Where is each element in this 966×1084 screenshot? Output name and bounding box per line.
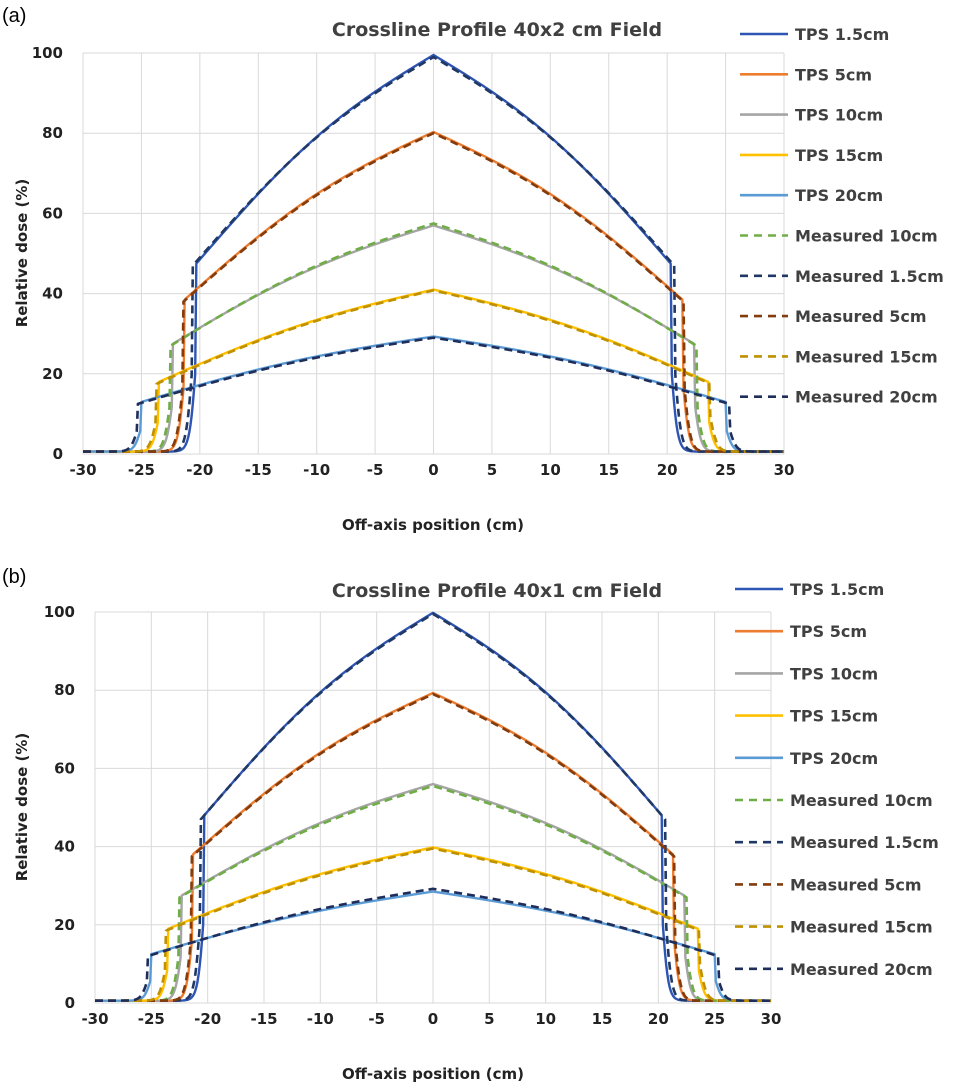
legend-label: TPS 15cm (790, 707, 878, 726)
x-tick-label: 15 (598, 461, 619, 479)
series-lines-a (82, 53, 785, 453)
x-tick-label: -10 (307, 1010, 334, 1028)
x-tick-label: 0 (428, 1010, 438, 1028)
y-tick-label: 80 (54, 681, 75, 699)
panel-label-b: (b) (2, 566, 26, 588)
series-lines-b (94, 611, 772, 1002)
chart-title-a: Crossline Profile 40x2 cm Field (332, 19, 662, 41)
x-tick-label: 0 (428, 461, 438, 479)
x-tick-label: 30 (761, 1010, 782, 1028)
x-tick-label: 20 (657, 461, 678, 479)
y-axis-label-a: Relative dose (%) (13, 179, 31, 328)
y-tick-label: 20 (42, 365, 63, 383)
y-tick-label: 40 (42, 285, 63, 303)
x-tick-label: -5 (368, 1010, 385, 1028)
panel-label-a: (a) (2, 5, 26, 27)
x-tick-label: -15 (245, 461, 272, 479)
legend-label: Measured 1.5cm (795, 267, 944, 286)
y-tick-label: 0 (65, 994, 75, 1012)
x-tick-label: -20 (194, 1010, 221, 1028)
legend-label: TPS 10cm (790, 664, 878, 683)
legend-b: TPS 1.5cm TPS 5cm TPS 10cm TPS 15cm TPS 20cm… (735, 580, 939, 979)
y-tick-label: 100 (44, 603, 75, 621)
legend-label: Measured 1.5cm (790, 833, 939, 852)
x-tick-label: -5 (367, 461, 384, 479)
y-tick-label: 0 (53, 445, 63, 463)
x-tick-label: 30 (774, 461, 795, 479)
y-tick-label: 100 (32, 44, 63, 62)
x-axis-label-a: Off-axis position (cm) (342, 516, 524, 534)
series-line-measured-20cm (82, 336, 785, 453)
x-tick-label: 15 (592, 1010, 613, 1028)
legend-label: Measured 20cm (795, 388, 938, 407)
series-line-measured-1-5cm (82, 55, 785, 453)
legend-label: TPS 10cm (795, 106, 883, 125)
series-line-measured-15cm (82, 289, 785, 453)
y-tick-label: 60 (42, 204, 63, 222)
x-tick-label: 25 (704, 1010, 725, 1028)
y-tick-label: 20 (54, 916, 75, 934)
legend-label: TPS 1.5cm (790, 580, 884, 599)
legend-label: TPS 5cm (795, 65, 872, 84)
series-line-measured-5cm (82, 131, 785, 453)
x-tick-label: -20 (186, 461, 213, 479)
x-tick-label: 10 (540, 461, 561, 479)
x-tick-label: -30 (69, 461, 96, 479)
series-line-measured-10cm (94, 784, 772, 1002)
x-tick-label: -30 (81, 1010, 108, 1028)
legend-label: Measured 15cm (795, 347, 938, 366)
chart-title-b: Crossline Profile 40x1 cm Field (332, 580, 662, 602)
x-tick-label: 25 (715, 461, 736, 479)
series-line-measured-15cm (94, 847, 772, 1002)
series-line-measured-1-5cm (94, 612, 772, 1002)
legend-label: Measured 15cm (790, 918, 933, 937)
series-line-measured-10cm (82, 222, 785, 453)
series-line-measured-20cm (94, 887, 772, 1002)
legend-label: TPS 1.5cm (795, 25, 889, 44)
x-tick-label: 10 (535, 1010, 556, 1028)
x-tick-label: 20 (648, 1010, 669, 1028)
panel-a: (a) Crossline Profile 40x2 cm Field -30-… (2, 5, 944, 534)
legend-label: Measured 10cm (790, 791, 933, 810)
x-tick-label: 5 (484, 1010, 494, 1028)
x-tick-label: 5 (487, 461, 497, 479)
x-tick-label: -15 (250, 1010, 277, 1028)
legend-a: TPS 1.5cm TPS 5cm TPS 10cm TPS 15cm TPS 20cm… (740, 25, 944, 407)
legend-label: Measured 5cm (790, 875, 922, 894)
x-tick-label: -10 (303, 461, 330, 479)
grid-a (82, 52, 785, 455)
x-axis-label-b: Off-axis position (cm) (342, 1065, 524, 1083)
legend-label: Measured 10cm (795, 227, 938, 246)
grid-b (94, 611, 772, 1004)
legend-label: TPS 5cm (790, 622, 867, 641)
x-tick-label: -25 (138, 1010, 165, 1028)
y-axis-label-b: Relative dose (%) (13, 733, 31, 882)
legend-label: Measured 20cm (790, 960, 933, 979)
series-line-measured-5cm (94, 692, 772, 1002)
tick-labels-b: -30 -25 -20 -15 -10 -5 0 5 10 15 20 25 30 0 20 40 60 80 10… (44, 603, 782, 1028)
y-tick-label: 40 (54, 838, 75, 856)
y-tick-label: 60 (54, 759, 75, 777)
y-tick-label: 80 (42, 124, 63, 142)
legend-label: TPS 20cm (795, 186, 883, 205)
legend-label: Measured 5cm (795, 307, 927, 326)
panel-b: (b) Crossline Profile 40x1 cm Field -30-… (2, 566, 939, 1083)
tick-labels-a: -30 -25 -20 -15 -10 -5 0 5 10 15 20 25 30 0 20 40 60 80 10… (32, 44, 795, 479)
legend-label: TPS 15cm (795, 146, 883, 165)
x-tick-label: -25 (128, 461, 155, 479)
legend-label: TPS 20cm (790, 749, 878, 768)
